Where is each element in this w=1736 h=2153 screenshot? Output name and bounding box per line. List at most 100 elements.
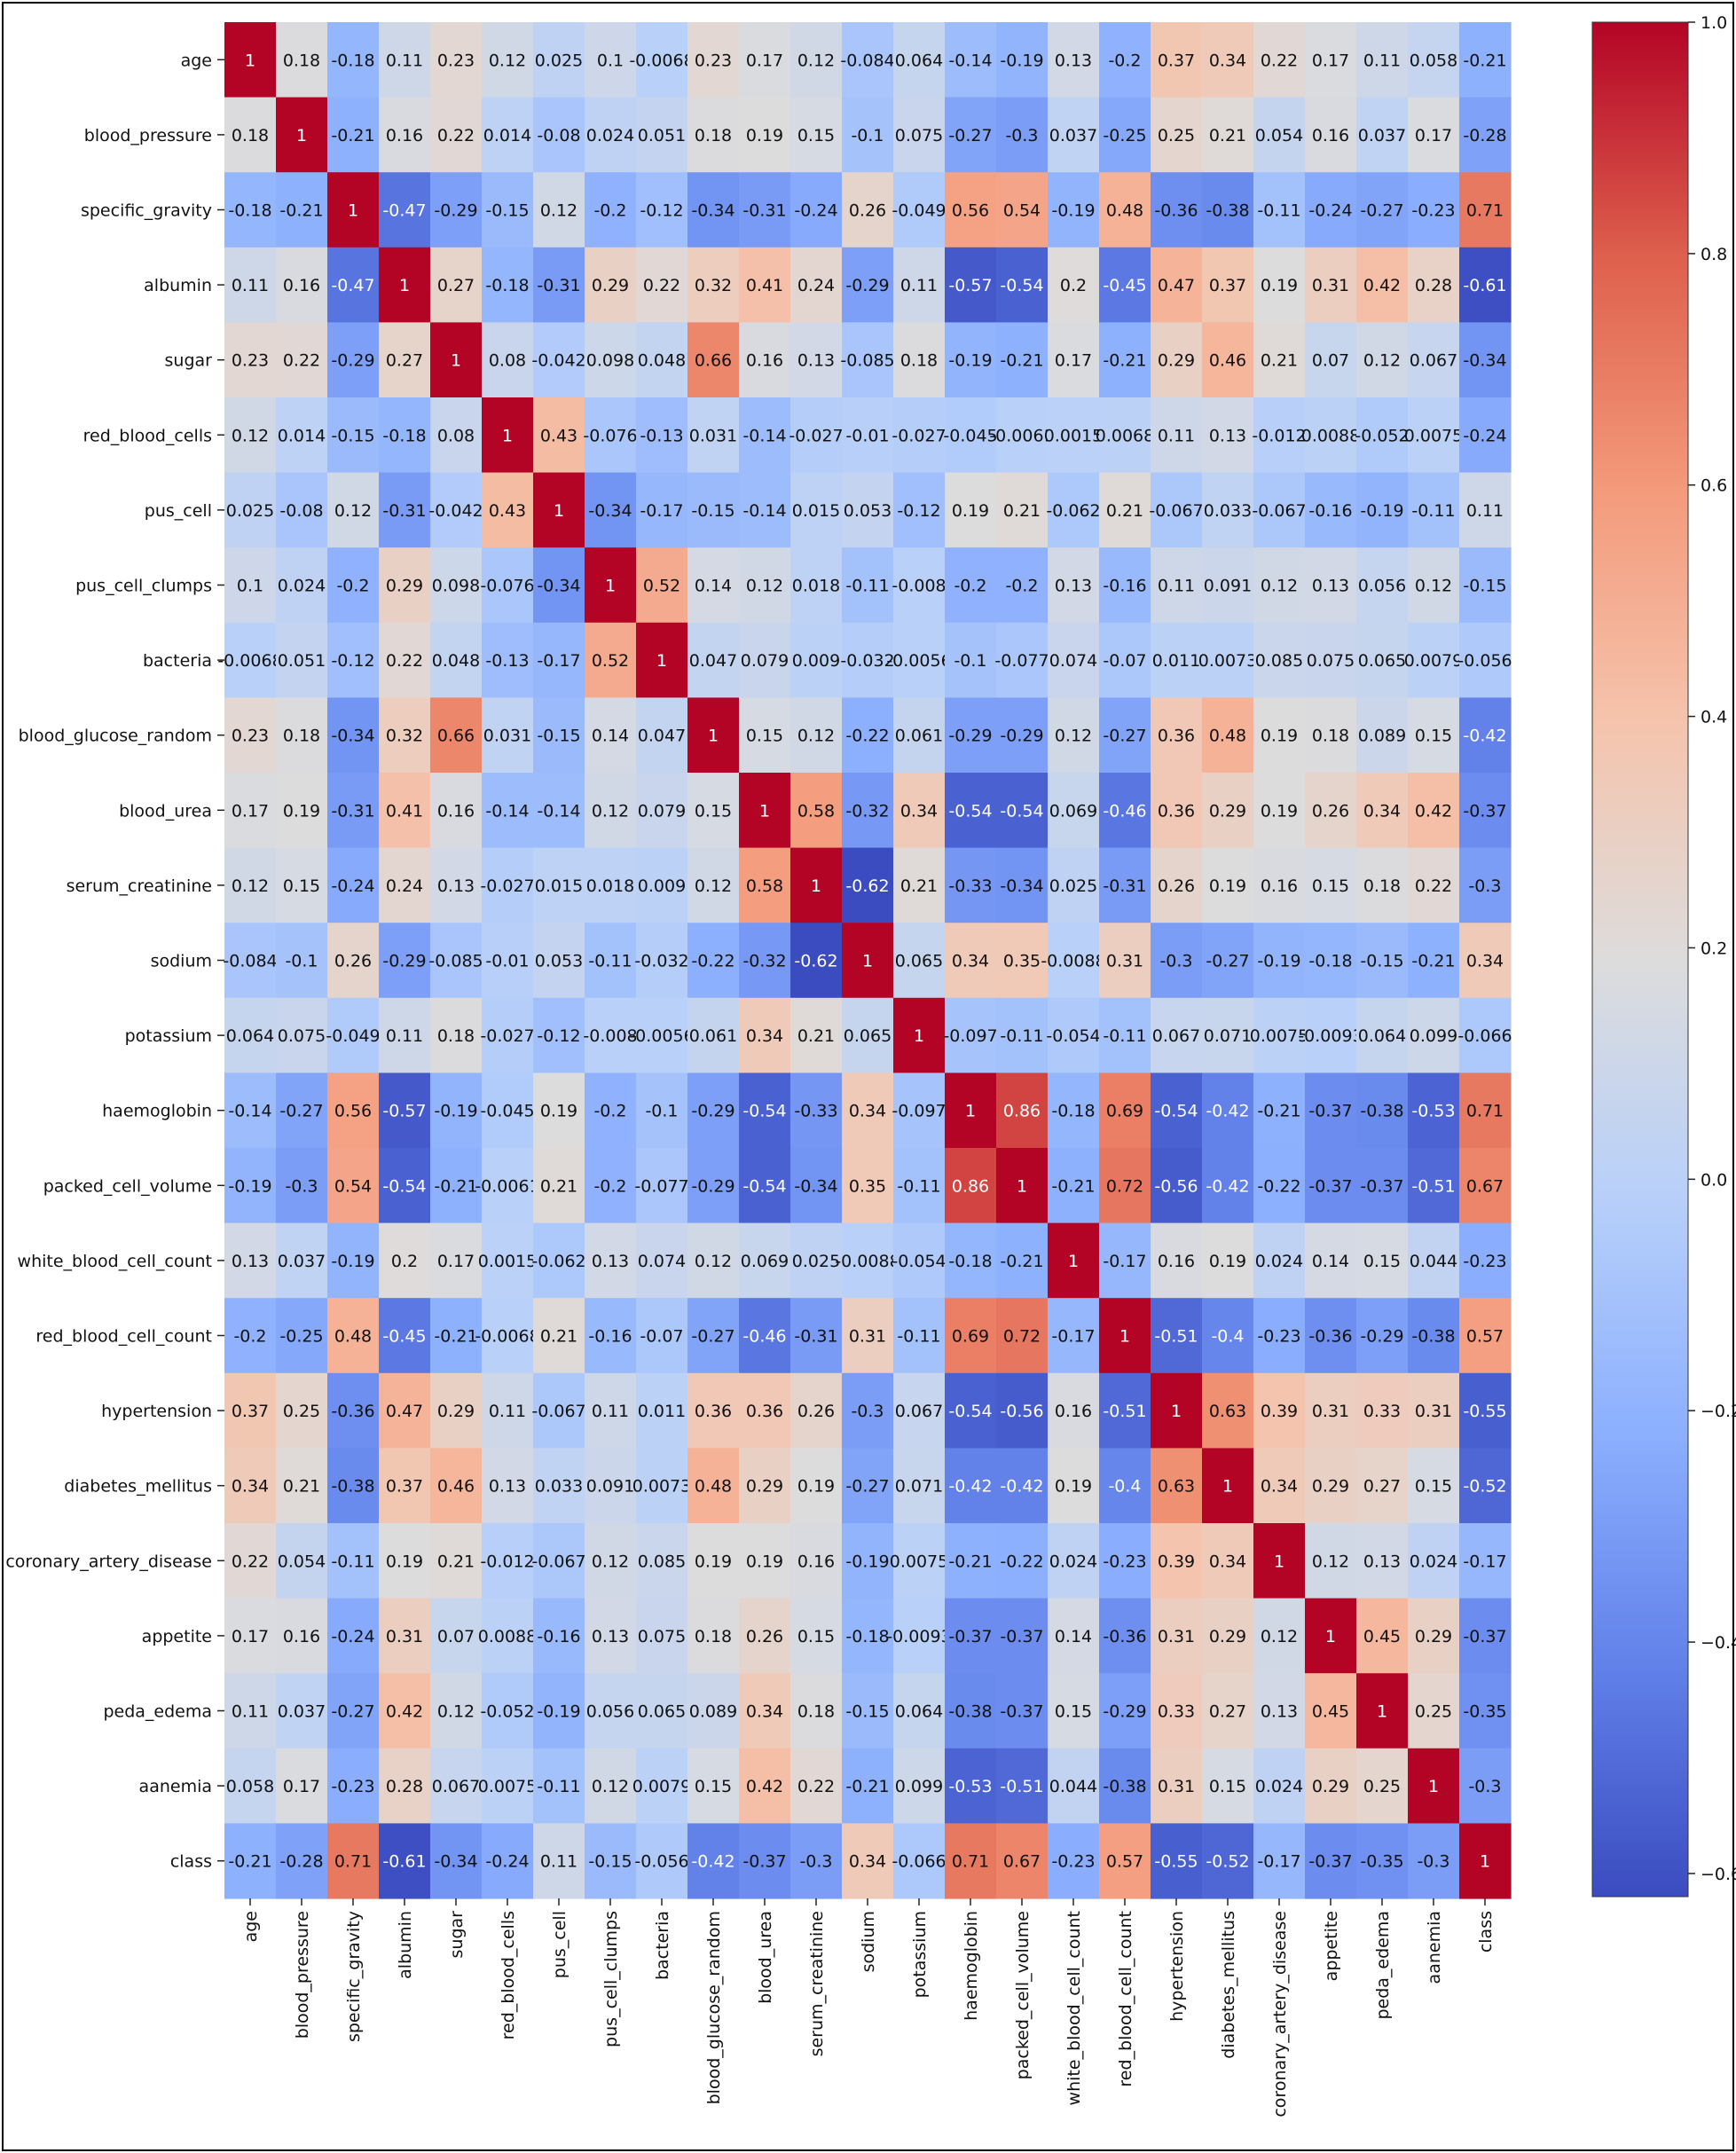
cell-value-label: -0.24 <box>331 1627 374 1646</box>
cell-value-label: 0.065 <box>844 1026 892 1046</box>
heatmap-cell <box>1099 472 1151 548</box>
cell-value-label: -0.0061 <box>475 1176 539 1196</box>
cell-value-label: 0.0015 <box>1044 426 1103 445</box>
heatmap-cell <box>996 22 1049 98</box>
heatmap-cell <box>893 472 946 548</box>
cell-value-label: -0.19 <box>1000 51 1043 70</box>
cell-value-label: 1 <box>1325 1627 1336 1646</box>
cell-value-label: -0.16 <box>537 1627 580 1646</box>
cell-value-label: -0.21 <box>434 1176 477 1196</box>
heatmap-cell <box>1099 773 1151 849</box>
heatmap-cell <box>1305 1598 1357 1674</box>
heatmap-cell <box>276 1673 328 1749</box>
cell-value-label: -0.25 <box>1103 126 1146 145</box>
heatmap-cell <box>945 397 997 474</box>
colorbar <box>1591 21 1689 1898</box>
cell-value-label: 0.29 <box>1209 1627 1246 1646</box>
heatmap-cell <box>1151 247 1203 323</box>
heatmap-cell <box>482 847 534 923</box>
heatmap-cell <box>1459 847 1512 923</box>
heatmap-cell <box>533 1523 585 1599</box>
heatmap-cell <box>1356 1523 1409 1599</box>
cell-value-label: -0.29 <box>434 201 477 221</box>
cell-value-label: -0.29 <box>1360 1327 1403 1347</box>
cell-value-label: 0.16 <box>746 351 783 371</box>
cell-value-label: 0.098 <box>432 577 480 596</box>
heatmap-cell <box>1048 1298 1100 1374</box>
heatmap-cell <box>430 1823 483 1899</box>
cell-value-label: -0.45 <box>1103 276 1146 295</box>
colorbar-tick-label: 0.8 <box>1701 245 1727 264</box>
heatmap-cell <box>533 1448 585 1524</box>
heatmap-cell <box>482 1222 534 1299</box>
heatmap-cell <box>1459 1222 1512 1299</box>
heatmap-cell <box>482 247 534 323</box>
cell-value-label: -0.61 <box>382 1852 426 1872</box>
cell-value-label: -0.36 <box>1103 1627 1146 1646</box>
heatmap-cell <box>687 1748 740 1824</box>
cell-value-label: -0.21 <box>1103 351 1146 371</box>
cell-value-label: -0.027 <box>480 1026 534 1046</box>
heatmap-cell <box>533 997 585 1073</box>
heatmap-cell <box>1202 1673 1254 1749</box>
heatmap-cell <box>1408 923 1460 999</box>
cell-value-label: 0.12 <box>592 801 629 821</box>
heatmap-cell <box>1356 247 1409 323</box>
cell-value-label: -0.27 <box>279 1102 323 1121</box>
heatmap-cell <box>1048 22 1100 98</box>
heatmap-cell <box>893 22 946 98</box>
heatmap-cell <box>1305 1673 1357 1749</box>
heatmap-cell <box>1408 1372 1460 1449</box>
cell-value-label: -0.097 <box>892 1102 946 1121</box>
cell-value-label: 0.57 <box>1106 1852 1143 1872</box>
cell-value-label: -0.61 <box>1463 276 1506 295</box>
heatmap-cell <box>842 1523 894 1599</box>
heatmap-cell <box>1356 1823 1409 1899</box>
heatmap-cell <box>790 1748 843 1824</box>
cell-value-label: -0.38 <box>1206 201 1249 221</box>
heatmap-cell <box>842 1148 894 1224</box>
cell-value-label: -0.045 <box>480 1102 534 1121</box>
heatmap-cell <box>687 1448 740 1524</box>
cell-value-label: -0.29 <box>691 1102 734 1121</box>
cell-value-label: 0.22 <box>1261 51 1298 70</box>
cell-value-label: 0.067 <box>1152 1026 1200 1046</box>
heatmap-cell <box>1099 1523 1151 1599</box>
cell-value-label: -0.12 <box>537 1026 580 1046</box>
heatmap-cell <box>224 1073 277 1149</box>
cell-value-label: -0.24 <box>331 876 374 896</box>
cell-value-label: 0.009 <box>792 651 840 671</box>
heatmap-cell <box>893 1673 946 1749</box>
cell-value-label: 0.15 <box>695 801 732 821</box>
cell-value-label: -0.23 <box>1463 1252 1506 1271</box>
cell-value-label: 0.12 <box>746 577 783 596</box>
cell-value-label: 0.32 <box>386 727 423 746</box>
heatmap-cell <box>1099 923 1151 999</box>
heatmap-cell <box>1151 1448 1203 1524</box>
heatmap-cell <box>687 1222 740 1299</box>
cell-value-label: 0.085 <box>638 1552 686 1571</box>
cell-value-label: 0.056 <box>586 1702 634 1722</box>
heatmap-cell <box>482 1073 534 1149</box>
heatmap-cell <box>533 172 585 248</box>
cell-value-label: 0.018 <box>586 876 634 896</box>
cell-value-label: -0.11 <box>537 1777 580 1796</box>
cell-value-label: 0.22 <box>1415 876 1452 896</box>
cell-value-label: 0.63 <box>1158 1477 1195 1497</box>
heatmap-cell <box>1408 172 1460 248</box>
cell-value-label: -0.1 <box>954 651 986 671</box>
heatmap-cell <box>224 1748 277 1824</box>
cell-value-label: -0.3 <box>1005 126 1038 145</box>
cell-value-label: 0.0075 <box>1250 1026 1308 1046</box>
heatmap-cell <box>224 1298 277 1374</box>
heatmap-cell <box>945 1823 997 1899</box>
cell-value-label: -0.29 <box>1103 1702 1146 1722</box>
cell-value-label: -0.0088 <box>1041 952 1105 971</box>
cell-value-label: 0.11 <box>232 1702 269 1722</box>
heatmap-cell <box>1408 22 1460 98</box>
heatmap-cell <box>379 1222 431 1299</box>
heatmap-cell <box>893 1748 946 1824</box>
cell-value-label: -0.51 <box>1154 1327 1198 1347</box>
cell-value-label: -0.14 <box>485 801 529 821</box>
heatmap-cell <box>790 397 843 474</box>
